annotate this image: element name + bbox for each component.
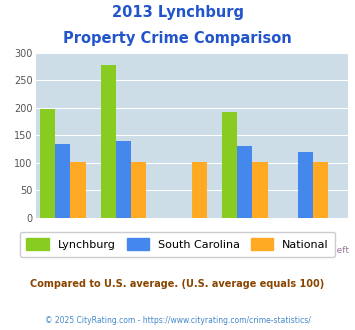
Text: Arson: Arson <box>171 246 197 254</box>
Text: Compared to U.S. average. (U.S. average equals 100): Compared to U.S. average. (U.S. average … <box>31 279 324 289</box>
Text: 2013 Lynchburg: 2013 Lynchburg <box>111 5 244 20</box>
Text: Larceny & Theft: Larceny & Theft <box>209 232 281 241</box>
Text: © 2025 CityRating.com - https://www.cityrating.com/crime-statistics/: © 2025 CityRating.com - https://www.city… <box>45 316 310 325</box>
Bar <box>40 109 55 218</box>
Bar <box>55 144 70 218</box>
Bar <box>131 162 146 218</box>
Bar <box>252 162 268 218</box>
Bar <box>298 152 313 218</box>
Bar <box>313 162 328 218</box>
Bar <box>70 162 86 218</box>
Legend: Lynchburg, South Carolina, National: Lynchburg, South Carolina, National <box>20 232 335 257</box>
Bar <box>237 146 252 218</box>
Text: Motor Vehicle Theft: Motor Vehicle Theft <box>261 246 349 254</box>
Text: Burglary: Burglary <box>104 232 143 241</box>
Text: All Property Crime: All Property Crime <box>22 246 104 254</box>
Bar <box>192 162 207 218</box>
Bar <box>101 65 116 218</box>
Text: Property Crime Comparison: Property Crime Comparison <box>63 31 292 46</box>
Bar <box>222 112 237 218</box>
Bar <box>116 141 131 218</box>
